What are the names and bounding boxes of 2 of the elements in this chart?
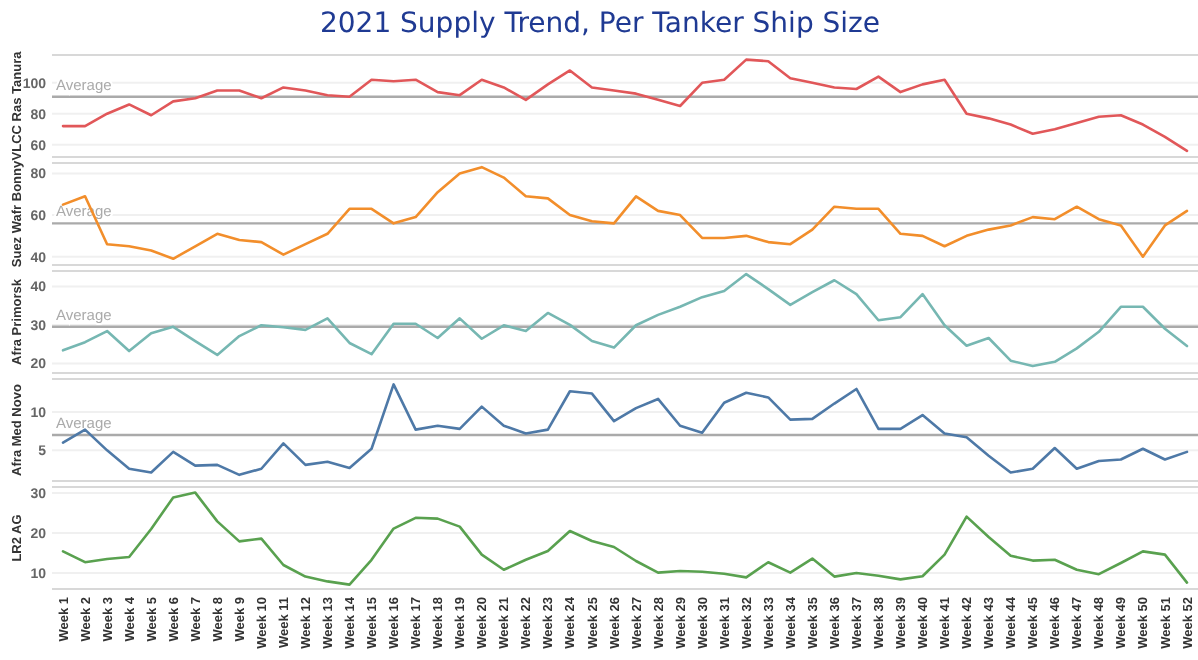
line-series xyxy=(61,491,1189,586)
chart-title: 2021 Supply Trend, Per Tanker Ship Size xyxy=(319,8,881,40)
